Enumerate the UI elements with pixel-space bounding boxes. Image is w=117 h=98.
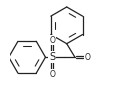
Text: O: O bbox=[85, 53, 90, 62]
Text: O: O bbox=[49, 70, 55, 79]
Text: O: O bbox=[49, 36, 55, 45]
Text: S: S bbox=[49, 52, 55, 62]
